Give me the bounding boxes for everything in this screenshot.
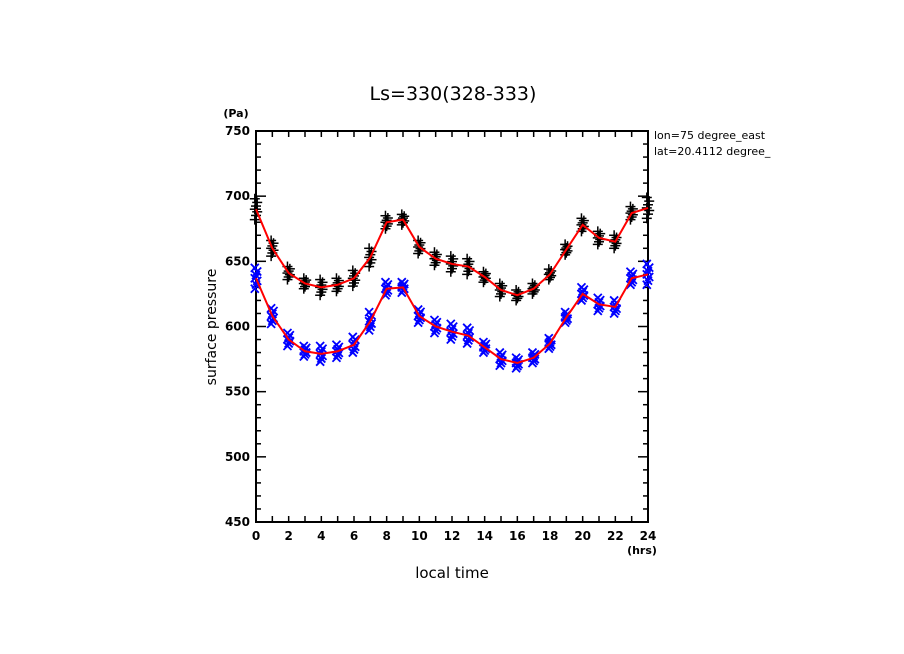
x-marker	[349, 344, 359, 355]
fit-curves	[255, 206, 649, 365]
y-axis-label: surface pressure	[204, 269, 220, 386]
x-marker	[397, 277, 407, 287]
y-tick-label: 750	[225, 124, 250, 138]
x-tick-label: 18	[542, 529, 559, 543]
markers	[249, 192, 655, 373]
y-tick-label: 550	[225, 385, 250, 399]
x-marker	[447, 331, 457, 342]
annotation-lon: lon=75 degree_east	[654, 129, 766, 142]
fit-line-upper-observations	[255, 206, 649, 297]
y-tick-label: 700	[225, 189, 250, 203]
y-unit-label: (Pa)	[223, 107, 248, 120]
x-marker	[642, 259, 652, 269]
ticks	[255, 130, 649, 523]
x-unit-label: (hrs)	[627, 544, 657, 557]
x-marker	[315, 341, 325, 351]
x-tick-label: 20	[574, 529, 591, 543]
x-marker	[593, 293, 603, 303]
x-tick-label: 6	[350, 529, 358, 543]
x-marker	[527, 347, 538, 358]
y-tick-label: 600	[225, 320, 250, 334]
x-tick-label: 24	[640, 529, 657, 543]
y-tick-label: 650	[225, 254, 250, 268]
x-marker	[316, 353, 326, 364]
x-axis-label: local time	[415, 564, 489, 582]
x-tick-label: 2	[284, 529, 292, 543]
x-tick-label: 8	[382, 529, 390, 543]
x-marker	[429, 315, 440, 325]
x-marker	[413, 304, 423, 315]
x-marker	[364, 307, 374, 317]
x-tick-label: 16	[509, 529, 526, 543]
x-marker	[625, 267, 636, 277]
x-marker	[609, 295, 619, 306]
x-tick-label: 12	[444, 529, 461, 543]
x-marker	[576, 282, 587, 293]
fit-line-lower-observations	[255, 273, 649, 365]
x-marker	[266, 303, 276, 313]
x-marker	[446, 319, 456, 329]
x-marker	[331, 340, 342, 350]
x-marker	[267, 316, 277, 326]
tick-labels: 0 2 4 6 8 10 12 14 16 18 20 22 244505005506006507007…	[225, 124, 656, 543]
chart-title: Ls=330(328-333)	[370, 83, 537, 105]
x-tick-label: 14	[476, 529, 493, 543]
x-marker	[462, 323, 472, 333]
annotation-lat: lat=20.4112 degree_	[654, 145, 771, 158]
x-tick-label: 4	[317, 529, 325, 543]
y-tick-label: 500	[225, 450, 250, 464]
x-marker	[380, 277, 391, 287]
x-marker	[544, 333, 554, 343]
x-marker	[511, 353, 521, 363]
y-tick-label: 450	[225, 515, 250, 529]
x-tick-label: 0	[252, 529, 260, 543]
x-marker	[560, 307, 570, 317]
x-tick-label: 22	[607, 529, 624, 543]
x-marker	[348, 332, 358, 342]
x-marker	[250, 263, 260, 273]
x-tick-label: 10	[411, 529, 428, 543]
